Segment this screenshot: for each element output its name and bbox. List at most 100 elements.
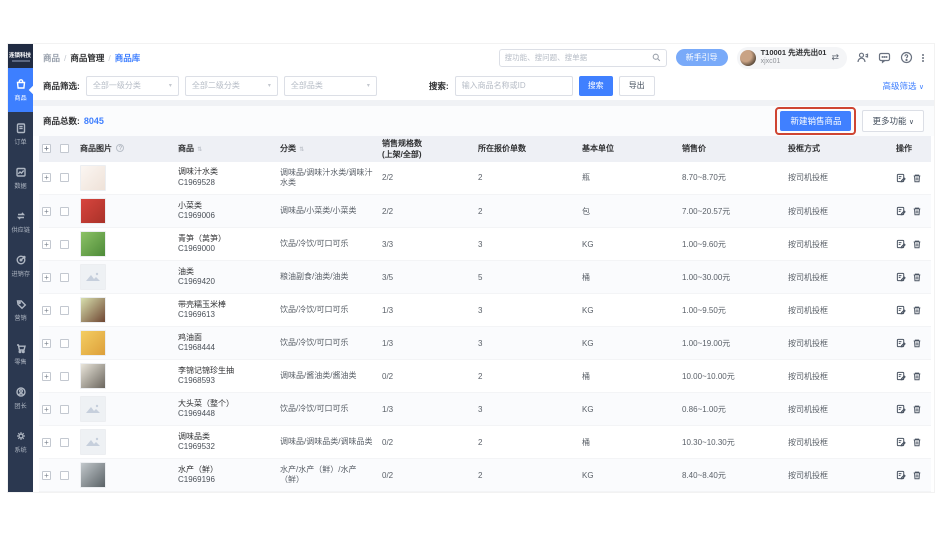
base-unit: KG (579, 392, 679, 426)
more-icon[interactable] (922, 53, 924, 62)
basket-method: 按司机投框 (785, 392, 893, 426)
category-level1-select[interactable]: 全部一级分类 ▾ (85, 75, 179, 96)
switch-account-icon[interactable]: ⇄ (831, 52, 839, 63)
delete-icon[interactable] (912, 338, 922, 348)
newbie-guide-button[interactable]: 新手引导 (675, 49, 728, 67)
sale-price: 1.00~9.60元 (679, 227, 785, 261)
delete-icon[interactable] (912, 371, 922, 381)
row-checkbox[interactable] (60, 338, 69, 348)
expand-row-toggle[interactable]: + (42, 338, 51, 348)
sidebar-item-系统[interactable]: 系统 (8, 420, 33, 464)
help-icon[interactable] (900, 51, 913, 64)
sort-icon[interactable]: ⇅ (197, 147, 203, 153)
edit-record-icon[interactable] (896, 404, 906, 414)
help-tooltip-icon[interactable]: ? (116, 144, 125, 152)
row-checkbox[interactable] (60, 305, 69, 315)
sidebar-nav: 商品 订单 数据 供应链 进销存 营销 零售 团长 系统 (8, 68, 38, 464)
expand-row-toggle[interactable]: + (42, 239, 51, 249)
breadcrumb-item[interactable]: 商品管理 (70, 52, 105, 63)
expand-row-toggle[interactable]: + (42, 470, 51, 480)
global-search-input[interactable] (504, 53, 652, 63)
base-unit: 桶 (579, 359, 679, 393)
delete-icon[interactable] (912, 470, 922, 480)
row-checkbox[interactable] (60, 404, 69, 414)
order-icon (16, 123, 25, 134)
row-checkbox[interactable] (60, 173, 69, 183)
category-level1-value: 全部一级分类 (92, 81, 141, 91)
stock-icon (16, 255, 26, 265)
advanced-filter-link[interactable]: 高级筛选 ∨ (882, 80, 924, 91)
expand-row-toggle[interactable]: + (42, 206, 51, 216)
search-button[interactable]: 搜索 (578, 75, 613, 96)
product-category: 粮油副食/油类/油类 (277, 260, 379, 294)
global-search-box[interactable] (498, 48, 667, 67)
edit-record-icon[interactable] (896, 371, 906, 381)
row-checkbox[interactable] (60, 272, 69, 282)
sale-price: 1.00~19.00元 (679, 326, 785, 360)
col-product[interactable]: 商品 ⇅ (175, 135, 277, 162)
expand-row-toggle[interactable]: + (42, 371, 51, 381)
total-count: 8045 (83, 115, 104, 126)
expand-row-toggle[interactable]: + (42, 404, 51, 414)
sidebar-item-数据[interactable]: 数据 (8, 156, 33, 200)
delete-icon[interactable] (912, 404, 922, 414)
row-checkbox[interactable] (60, 437, 69, 447)
sidebar-item-订单[interactable]: 订单 (8, 112, 33, 156)
row-checkbox[interactable] (60, 371, 69, 381)
edit-record-icon[interactable] (896, 305, 906, 315)
sidebar-item-进销存[interactable]: 进销存 (8, 244, 33, 288)
select-all-checkbox[interactable] (60, 144, 69, 153)
edit-record-icon[interactable] (896, 206, 906, 216)
row-actions (896, 239, 928, 249)
sidebar-item-商品[interactable]: 商品 (8, 68, 38, 112)
expand-row-toggle[interactable]: + (42, 305, 51, 315)
product-image (80, 462, 106, 488)
col-price: 销售价 (679, 135, 785, 162)
category-type-select[interactable]: 全部品类 ▾ (283, 75, 377, 96)
expand-all-toggle[interactable]: + (42, 144, 51, 153)
breadcrumb-item-current[interactable]: 商品库 (114, 52, 141, 63)
edit-record-icon[interactable] (896, 338, 906, 348)
expand-row-toggle[interactable]: + (42, 173, 51, 183)
table-header-row: + 商品图片 ? 商品 ⇅ 分类 ⇅ (39, 135, 931, 162)
brand-logo: 连锁科技 (8, 44, 33, 68)
customer-service-icon[interactable] (856, 51, 869, 64)
row-checkbox[interactable] (60, 239, 69, 249)
product-name: 青笋（莴笋） (178, 233, 226, 243)
user-account-chip[interactable]: T10001 先进先出01 xjxc01 ⇄ (736, 46, 847, 69)
sidebar-item-团长[interactable]: 团长 (8, 376, 33, 420)
category-level2-select[interactable]: 全部二级分类 ▾ (184, 75, 278, 96)
edit-record-icon[interactable] (896, 173, 906, 183)
delete-icon[interactable] (912, 305, 922, 315)
sidebar-item-营销[interactable]: 营销 (8, 288, 33, 332)
expand-row-toggle[interactable]: + (42, 272, 51, 282)
row-checkbox[interactable] (60, 470, 69, 480)
message-icon[interactable] (878, 51, 891, 64)
edit-record-icon[interactable] (896, 437, 906, 447)
spec-count: 1/3 (379, 392, 475, 426)
export-button[interactable]: 导出 (618, 75, 655, 96)
supply-icon (16, 212, 25, 220)
app-window: 连锁科技 商品 订单 数据 供应链 进销存 营销 零售 团长 系统 商品 / 商品管理 / 商品… (8, 44, 934, 492)
sidebar-item-零售[interactable]: 零售 (8, 332, 33, 376)
sidebar-item-供应链[interactable]: 供应链 (8, 200, 33, 244)
delete-icon[interactable] (912, 239, 922, 249)
delete-icon[interactable] (912, 173, 922, 183)
delete-icon[interactable] (912, 206, 922, 216)
col-category[interactable]: 分类 ⇅ (277, 135, 379, 162)
edit-record-icon[interactable] (896, 272, 906, 282)
expand-row-toggle[interactable]: + (42, 437, 51, 447)
more-functions-button[interactable]: 更多功能 ∨ (862, 109, 924, 132)
sort-icon[interactable]: ⇅ (299, 147, 305, 153)
delete-icon[interactable] (912, 437, 922, 447)
breadcrumb-item[interactable]: 商品 (43, 52, 61, 63)
edit-record-icon[interactable] (896, 239, 906, 249)
row-checkbox[interactable] (60, 206, 69, 216)
basket-method: 按司机投框 (785, 161, 893, 195)
basket-method: 按司机投框 (785, 227, 893, 261)
spec-count: 0/2 (379, 425, 475, 459)
product-search-input[interactable] (454, 75, 573, 96)
create-product-button[interactable]: 新建销售商品 (780, 110, 852, 131)
edit-record-icon[interactable] (896, 470, 906, 480)
delete-icon[interactable] (912, 272, 922, 282)
